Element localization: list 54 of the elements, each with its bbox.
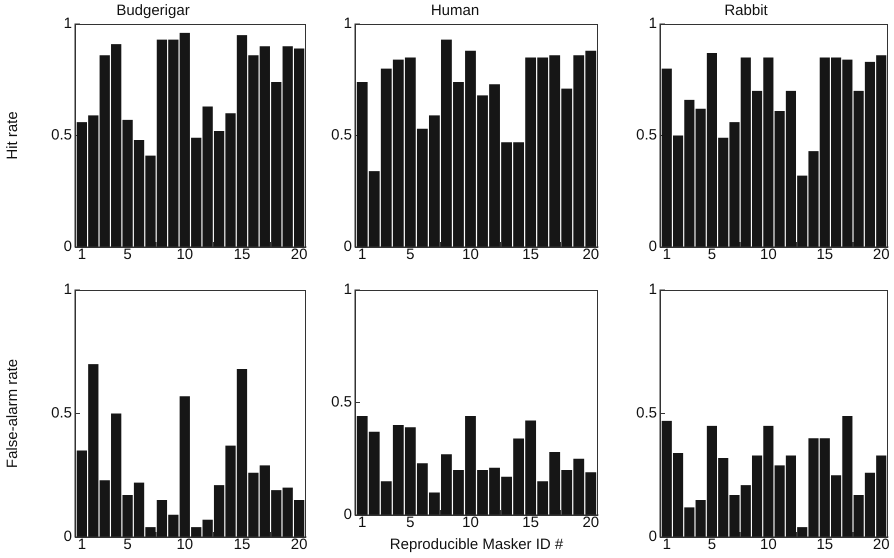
y-tick-label: 0 — [344, 238, 352, 256]
y-tick-label: 0.5 — [51, 404, 72, 422]
y-axis-title: False-alarm rate — [4, 358, 22, 468]
x-tick-label: 5 — [406, 514, 415, 532]
y-tick-label: 0.5 — [636, 404, 657, 422]
x-tick-label: 15 — [234, 536, 250, 554]
y-axis-title: Hit rate — [4, 111, 22, 160]
y-tick-label: 0 — [648, 528, 657, 546]
x-tick-label: 1 — [358, 246, 366, 264]
x-tick-label: 5 — [123, 246, 132, 264]
x-tick-label: 15 — [522, 246, 539, 264]
x-tick-label: 20 — [582, 514, 600, 532]
x-tick-label: 10 — [176, 246, 194, 264]
y-tick-label: 1 — [344, 15, 352, 32]
y-tick-label: 0 — [64, 528, 72, 546]
x-tick-label: 20 — [290, 536, 308, 554]
x-tick-label: 5 — [708, 246, 716, 264]
y-tick-label: 1 — [648, 281, 657, 298]
chart-title: Rabbit — [724, 2, 769, 20]
y-tick-label: 1 — [64, 15, 72, 32]
x-axis-title: Reproducible Masker ID # — [390, 536, 564, 554]
x-tick-label: 20 — [582, 246, 600, 264]
x-tick-label: 1 — [78, 536, 86, 554]
x-tick-label: 5 — [406, 246, 415, 264]
x-tick-label: 20 — [872, 536, 890, 554]
x-tick-label: 10 — [760, 536, 777, 554]
x-tick-label: 10 — [176, 536, 194, 554]
chart-title: Human — [430, 2, 480, 20]
x-tick-label: 20 — [872, 246, 890, 264]
x-tick-label: 1 — [662, 246, 671, 264]
y-tick-label: 0 — [648, 238, 657, 256]
y-tick-label: 0.5 — [331, 394, 352, 411]
y-tick-label: 0.5 — [331, 126, 352, 144]
x-tick-label: 15 — [816, 536, 834, 554]
x-tick-label: 20 — [290, 246, 308, 264]
x-tick-label: 5 — [123, 536, 132, 554]
y-tick-label: 1 — [64, 281, 72, 298]
y-tick-label: 1 — [648, 15, 657, 32]
x-tick-label: 10 — [462, 246, 479, 264]
x-tick-label: 5 — [708, 536, 716, 554]
x-tick-label: 15 — [816, 246, 834, 264]
y-tick-label: 1 — [344, 281, 352, 298]
y-tick-label: 0.5 — [636, 126, 657, 144]
x-tick-label: 15 — [522, 514, 539, 532]
x-tick-label: 1 — [358, 514, 366, 532]
x-tick-label: 10 — [760, 246, 777, 264]
x-tick-label: 15 — [234, 246, 250, 264]
x-tick-label: 1 — [662, 536, 671, 554]
y-tick-label: 0.5 — [51, 126, 72, 144]
y-tick-label: 0 — [64, 238, 72, 256]
x-tick-label: 10 — [462, 514, 479, 532]
y-tick-label: 0 — [344, 506, 352, 524]
x-tick-label: 1 — [78, 246, 86, 264]
chart-title: Budgerigar — [116, 2, 190, 20]
